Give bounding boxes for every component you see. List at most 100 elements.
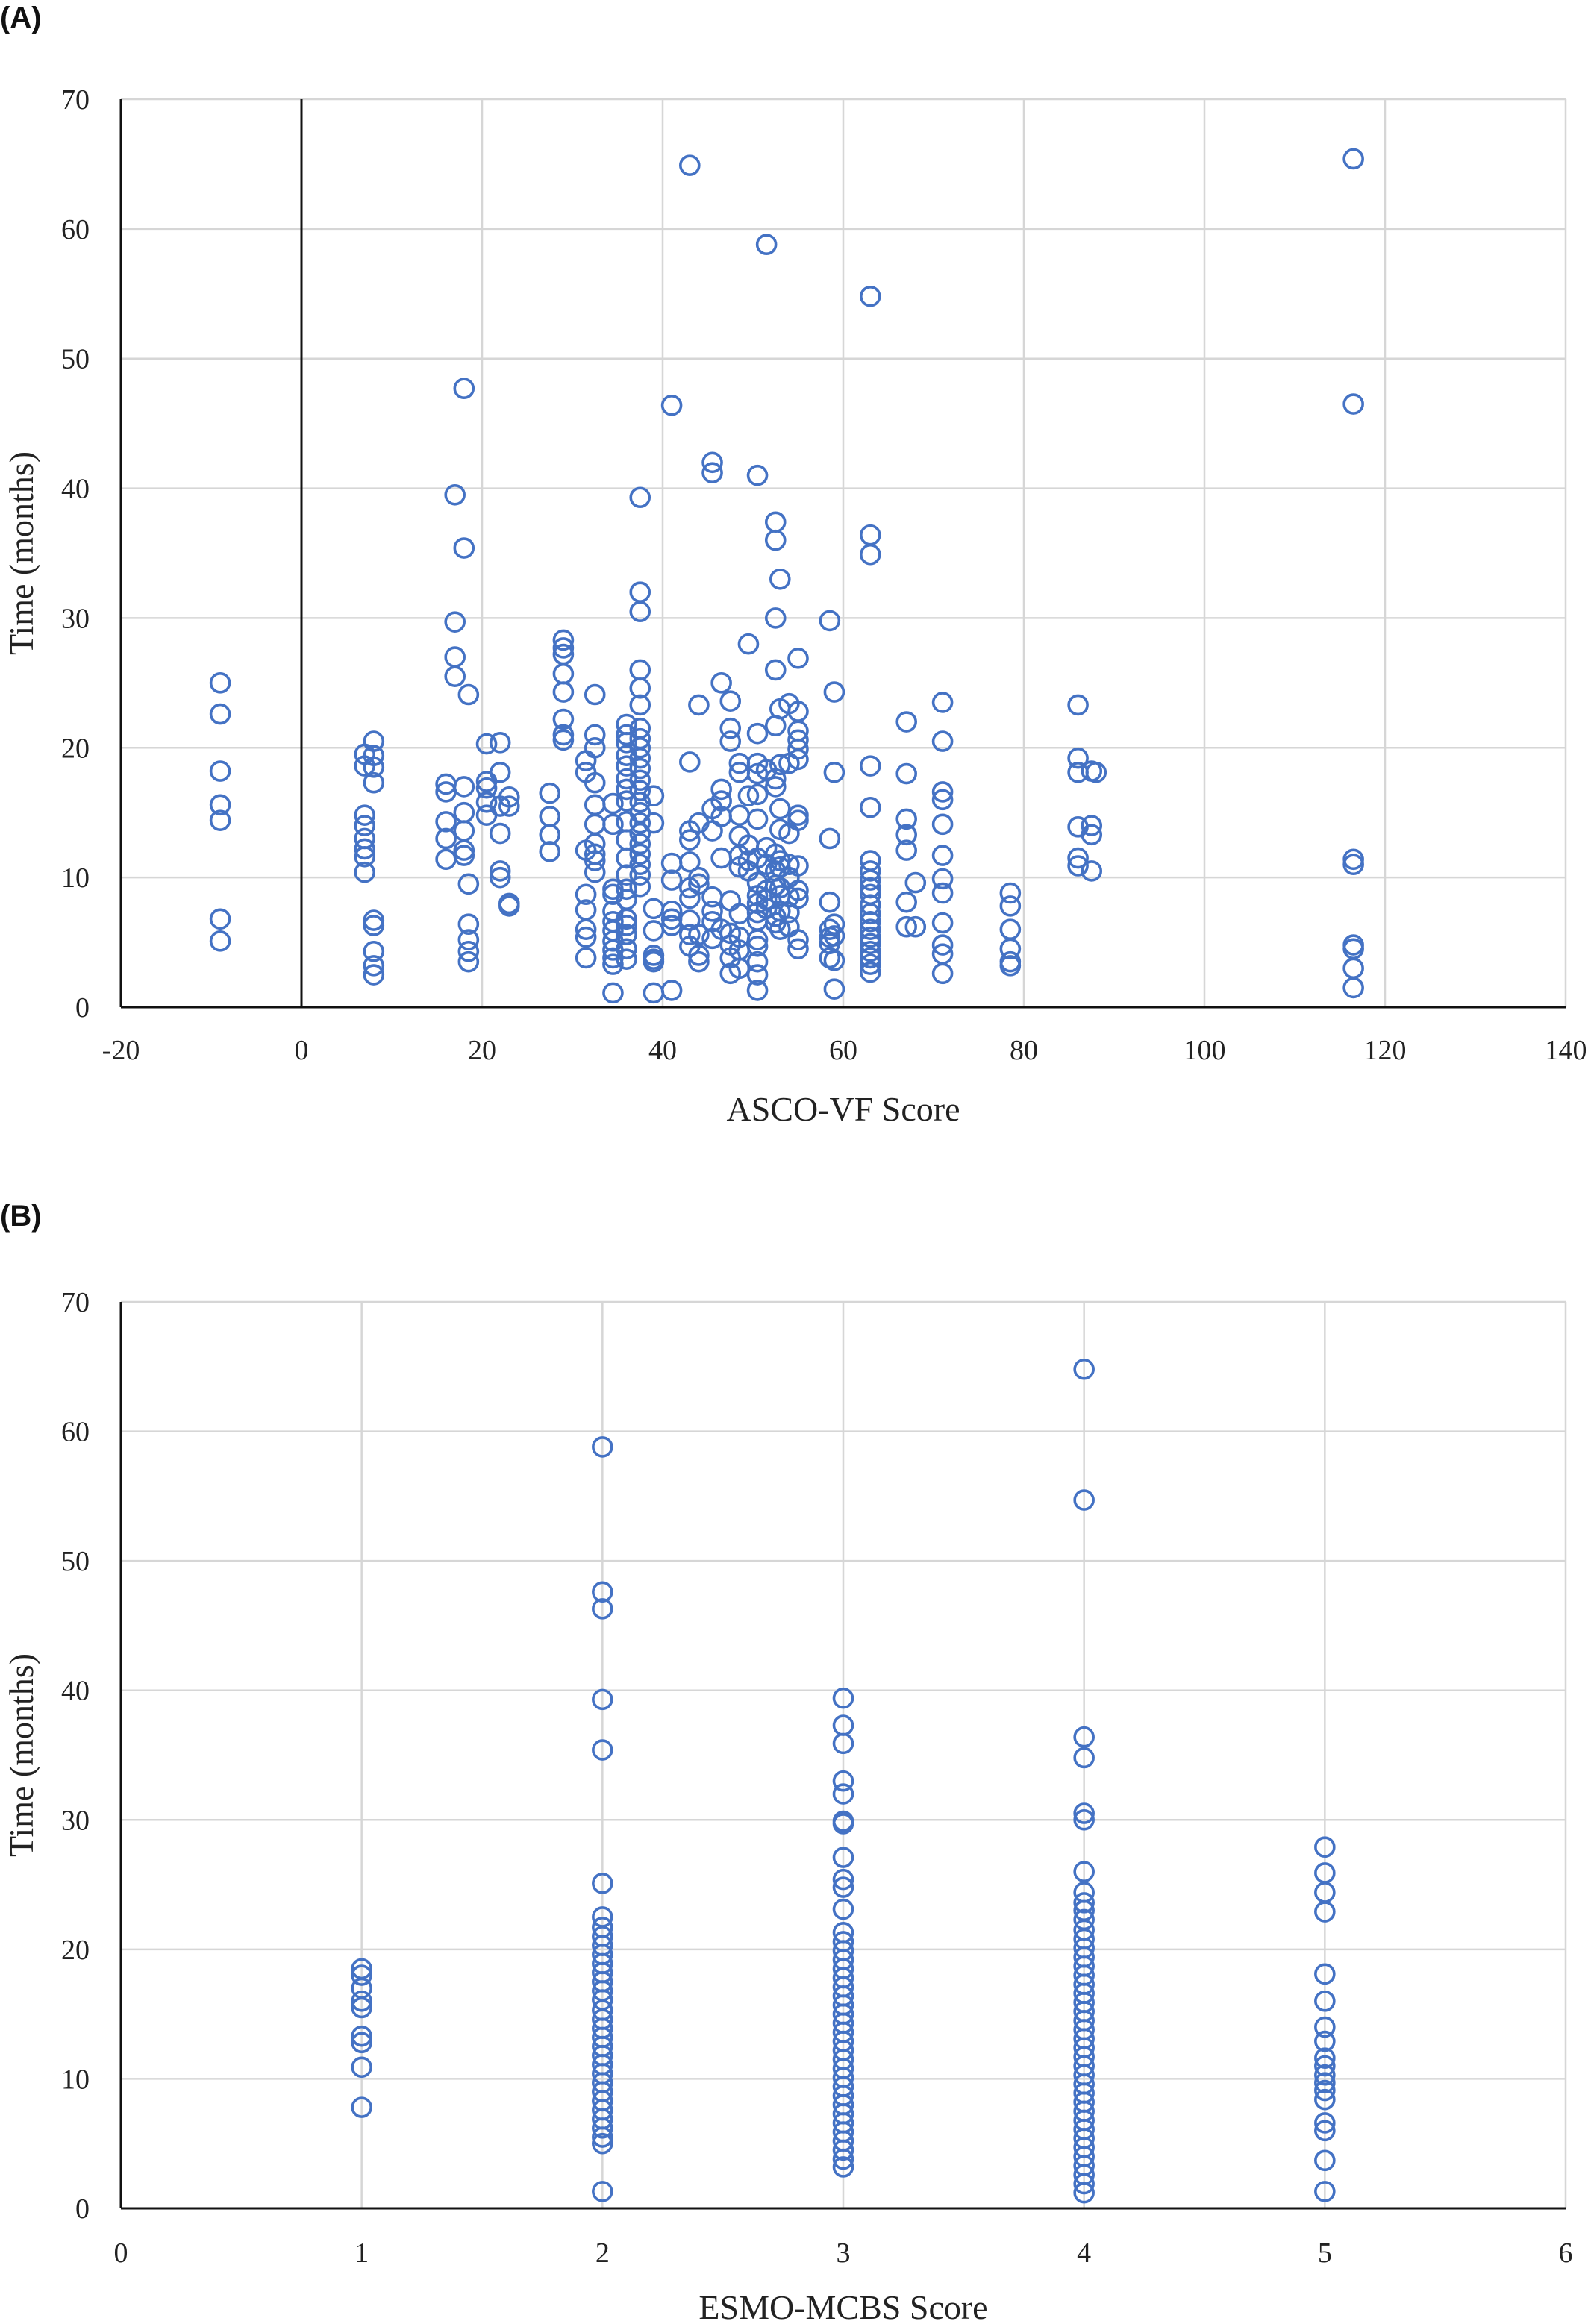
chart1-data-point	[453, 839, 475, 861]
chart1-data-point	[1067, 847, 1089, 869]
chart1-data-point	[819, 891, 841, 913]
chart2-data-point	[832, 1770, 854, 1792]
chart1-data-point	[643, 898, 665, 920]
chart1-data-point	[489, 762, 511, 783]
chart1-data-point	[823, 762, 845, 783]
chart1-data-point	[575, 883, 597, 906]
chart2-data-point	[351, 2096, 372, 2118]
chart2-data-point	[1073, 1489, 1095, 1511]
chart1-data-point	[1081, 860, 1103, 882]
chart1-data-point	[746, 935, 769, 957]
chart1-data-point	[710, 847, 732, 869]
chart1-data-point	[539, 841, 561, 862]
chart1-data-point	[904, 871, 927, 894]
chart1-data-point	[602, 813, 624, 836]
chart1-data-point	[860, 894, 881, 915]
chart1-data-point	[584, 861, 606, 883]
chart1-data-point	[629, 876, 651, 898]
chart1-data-point	[444, 611, 466, 633]
chart1-data-point	[552, 708, 575, 730]
chart1-data-point	[728, 804, 751, 826]
chart1-data-point	[629, 659, 651, 681]
chart1-data-point	[629, 757, 651, 780]
chart2-data-point	[832, 1898, 854, 1920]
chart2-y-tick-label: 40	[61, 1676, 90, 1707]
chart1-data-point	[737, 633, 760, 655]
chart2-data-point	[1314, 2112, 1336, 2134]
chart1-data-point	[616, 724, 637, 746]
chart1-data-point	[787, 855, 809, 877]
chart1-data-point	[931, 781, 954, 803]
chart1-data-point	[778, 854, 800, 876]
chart1-data-point	[539, 782, 561, 804]
chart1-data-point	[787, 804, 809, 826]
chart1-y-axis-title: Time (months)	[2, 451, 40, 655]
chart1-data-point	[678, 154, 701, 176]
chart1-data-point	[575, 926, 597, 948]
chart1-data-point	[629, 792, 651, 813]
chart2-data-point	[592, 2132, 613, 2155]
chart1-data-point	[860, 903, 881, 925]
chart1-data-point	[629, 747, 651, 769]
chart1-data-point	[552, 681, 575, 703]
chart2-data-point	[1073, 1358, 1095, 1380]
chart1-data-point	[746, 808, 769, 830]
chart1-data-point	[860, 947, 881, 969]
chart1-data-point	[498, 895, 520, 917]
chart1-data-point	[584, 850, 606, 871]
chart2-x-axis-title: ESMO-MCBS Score	[698, 2288, 987, 2324]
chart1-x-tick-label: 100	[1184, 1035, 1226, 1066]
chart1-data-point	[688, 694, 710, 716]
chart1-data-point	[209, 703, 231, 725]
chart1-data-point	[209, 794, 231, 816]
chart1-data-point	[931, 730, 954, 752]
chart2-x-tick-label: 5	[1318, 2237, 1332, 2269]
chart2-data-point	[832, 1687, 854, 1709]
chart1-data-point	[435, 848, 457, 871]
chart2-data-point	[351, 2056, 372, 2079]
chart1-data-point	[728, 903, 751, 925]
chart1-data-point	[354, 846, 376, 868]
chart1-data-point	[643, 950, 665, 973]
chart1-data-point	[584, 683, 606, 706]
chart1-x-tick-label: 0	[295, 1035, 309, 1066]
chart1-data-point	[584, 813, 606, 836]
chart1-x-tick-label: 60	[829, 1035, 857, 1066]
chart1-data-point	[354, 815, 376, 836]
chart1-data-point	[444, 646, 466, 668]
chart2-data-point	[351, 1990, 372, 2012]
chart1-data-point	[860, 285, 881, 307]
chart2-data-point	[592, 1873, 613, 1894]
chart1-data-point	[629, 864, 651, 886]
chart1-y-tick-label: 50	[61, 344, 90, 375]
chart1-data-point	[823, 978, 845, 1000]
chart1-data-point	[895, 839, 917, 861]
chart2-data-point	[832, 1876, 854, 1898]
chart1-data-point	[787, 929, 809, 950]
chart1-data-point	[1085, 762, 1107, 783]
chart1-data-point	[860, 877, 881, 899]
chart1-data-point	[457, 913, 480, 936]
chart2-y-tick-label: 50	[61, 1546, 90, 1577]
chart1-data-point	[453, 776, 475, 798]
chart1-data-point	[904, 915, 927, 938]
chart1-data-point	[584, 794, 606, 816]
chart2-data-point	[1073, 1892, 1095, 1914]
chart2-y-tick-label: 60	[61, 1417, 90, 1448]
chart1-data-point	[602, 883, 624, 906]
chart1-data-point	[931, 692, 954, 713]
chart1-data-point	[688, 924, 710, 945]
chart2-x-tick-label: 6	[1559, 2237, 1573, 2269]
chart2-data-point	[832, 2139, 854, 2161]
chart1-data-point	[584, 771, 606, 794]
chart1-data-point	[629, 801, 651, 824]
chart1-data-point	[931, 813, 954, 836]
chart2-data-point	[832, 1783, 854, 1805]
chart1-y-tick-label: 70	[61, 84, 90, 116]
chart1-data-point	[209, 908, 231, 930]
chart1-data-point	[999, 938, 1022, 960]
chart1-data-point	[629, 581, 651, 603]
chart2-data-point	[832, 2156, 854, 2178]
chart1-data-point	[999, 918, 1022, 940]
chart1-data-point	[1067, 855, 1089, 877]
